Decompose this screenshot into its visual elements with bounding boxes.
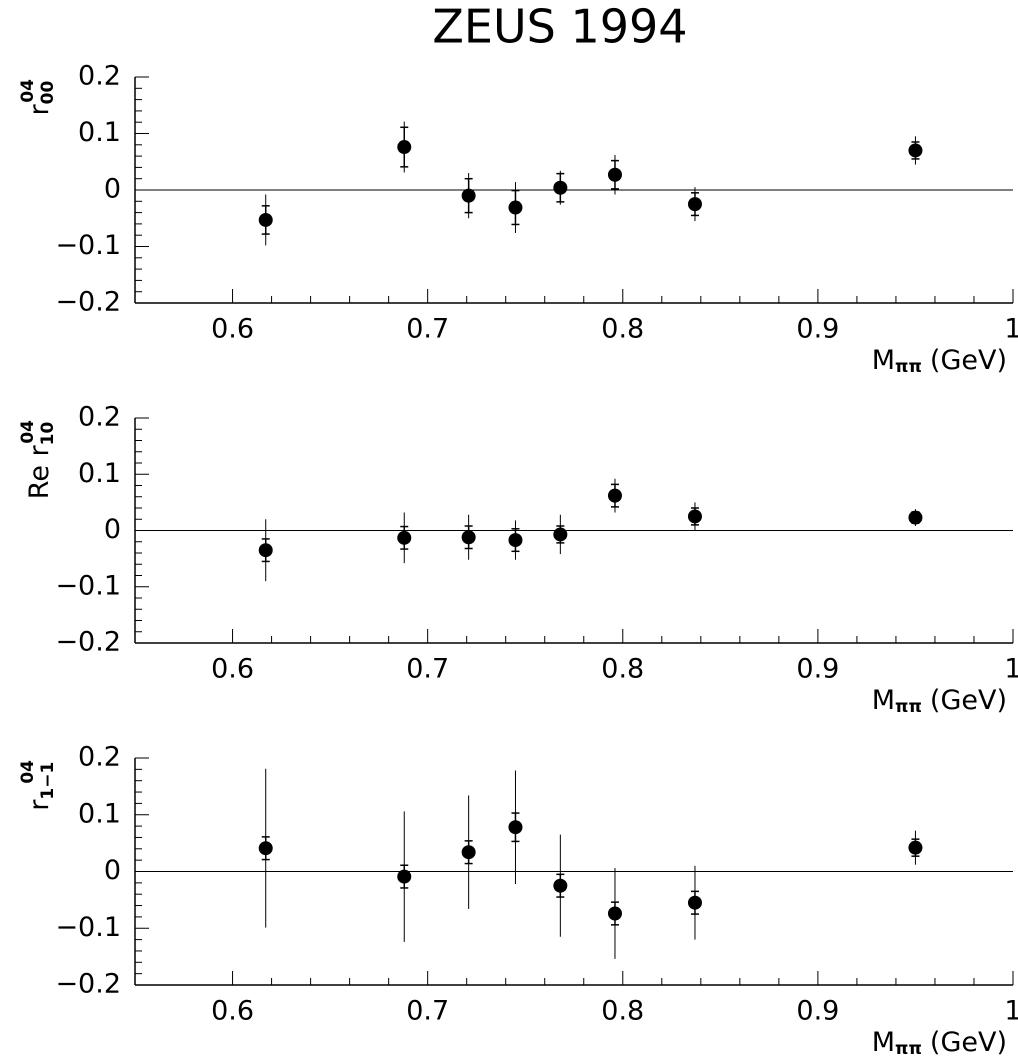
x-tick-label: 0.7 [406, 996, 449, 1027]
x-tick-label: 0.7 [406, 314, 449, 345]
y-tick-label: 0.2 [78, 742, 121, 773]
data-point [258, 212, 273, 227]
x-tick-label: 0.8 [601, 654, 644, 685]
data-point [607, 167, 622, 182]
data-point [461, 845, 476, 860]
data-point [461, 530, 476, 545]
y-label-sub: 1−1 [38, 762, 58, 800]
x-tick-label: 0.6 [211, 314, 254, 345]
data-point [258, 543, 273, 558]
data-point [908, 510, 923, 525]
x-tick-label: 0.7 [406, 654, 449, 685]
data-point [508, 820, 523, 835]
y-tick-label: 0.1 [78, 117, 121, 148]
data-point [508, 533, 523, 548]
data-point [397, 530, 412, 545]
y-tick-label: 0.1 [78, 458, 121, 489]
data-point [508, 200, 523, 215]
x-tick-label: 0.8 [601, 996, 644, 1027]
data-point [607, 488, 622, 503]
y-label-base: r [24, 103, 55, 115]
x-axis-label: Mππ (GeV) [872, 1027, 1007, 1060]
y-tick-label: 0 [104, 174, 121, 205]
data-point [553, 527, 568, 542]
x-tick-label: 0.8 [601, 314, 644, 345]
y-tick-label: 0.2 [78, 402, 121, 433]
y-tick-label: 0.2 [78, 61, 121, 92]
y-label-sup: 04 [18, 420, 38, 444]
y-tick-label: −0.1 [55, 912, 121, 943]
x-label-sub: ππ [895, 697, 922, 717]
y-tick-label: 0 [104, 514, 121, 545]
data-point [461, 188, 476, 203]
y-axis-label: r1−104 [18, 760, 58, 811]
data-point [258, 841, 273, 856]
x-tick-label: 1 [1004, 996, 1018, 1027]
data-point [553, 180, 568, 195]
y-tick-label: 0 [104, 855, 121, 886]
data-point [397, 869, 412, 884]
x-tick-label: 1 [1004, 314, 1018, 345]
x-tick-label: 0.9 [796, 654, 839, 685]
x-label-base: M [872, 685, 895, 716]
y-tick-label: −0.1 [55, 570, 121, 601]
y-axis-label: r0004 [18, 79, 58, 116]
x-tick-label: 1 [1004, 654, 1018, 685]
y-label-sub: 00 [38, 81, 58, 105]
data-point [687, 509, 702, 524]
x-tick-label: 0.6 [211, 996, 254, 1027]
data-point [908, 143, 923, 158]
data-point [607, 906, 622, 921]
x-label-unit: (GeV) [930, 685, 1007, 716]
data-point [687, 197, 702, 212]
x-label-sub: ππ [895, 357, 922, 377]
x-label-sub: ππ [895, 1039, 922, 1059]
x-label-base: M [872, 345, 895, 376]
y-tick-label: −0.2 [55, 627, 121, 658]
y-label-sup: 04 [18, 79, 38, 103]
data-point [553, 878, 568, 893]
y-tick-label: 0.1 [78, 798, 121, 829]
y-tick-label: −0.1 [55, 230, 121, 261]
y-label-sup: 04 [18, 760, 38, 784]
x-label-unit: (GeV) [930, 1027, 1007, 1058]
x-label-unit: (GeV) [930, 345, 1007, 376]
x-label-base: M [872, 1027, 895, 1058]
y-tick-label: −0.2 [55, 287, 121, 318]
x-axis-label: Mππ (GeV) [872, 685, 1007, 718]
data-point [908, 840, 923, 855]
x-tick-label: 0.9 [796, 996, 839, 1027]
y-tick-label: −0.2 [55, 969, 121, 1000]
data-point [397, 140, 412, 155]
y-label-base: Re r [24, 444, 55, 499]
y-axis-label: Re r1004 [18, 420, 58, 499]
data-point [687, 895, 702, 910]
x-tick-label: 0.9 [796, 314, 839, 345]
chart-title: ZEUS 1994 [432, 0, 687, 54]
y-label-base: r [24, 799, 55, 811]
y-label-sub: 10 [38, 422, 58, 446]
x-tick-label: 0.6 [211, 654, 254, 685]
x-axis-label: Mππ (GeV) [872, 345, 1007, 378]
